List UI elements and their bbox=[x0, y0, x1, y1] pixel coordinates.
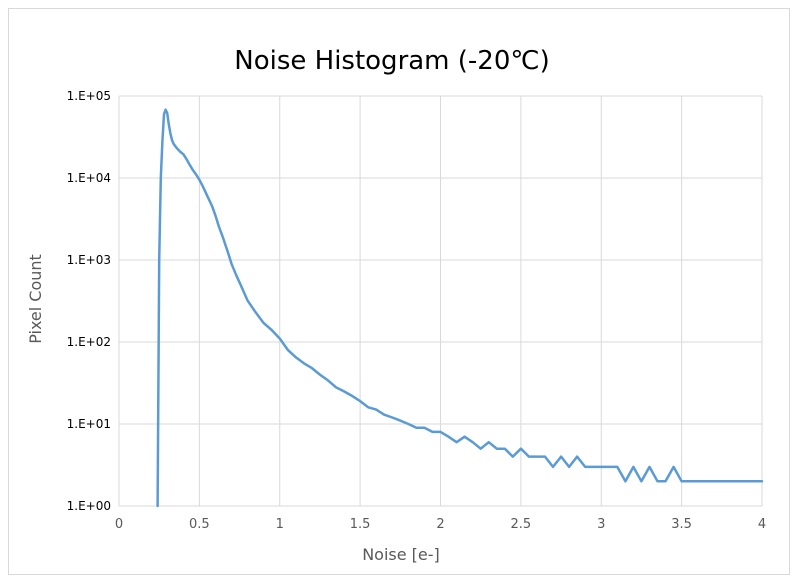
x-tick-label: 2.5 bbox=[511, 517, 532, 532]
y-tick-label: 1.E+03 bbox=[67, 253, 111, 267]
x-tick-label: 1.5 bbox=[350, 517, 371, 532]
y-tick-label: 1.E+01 bbox=[67, 417, 111, 431]
y-tick-label: 1.E+02 bbox=[67, 335, 111, 349]
y-axis-label: Pixel Count bbox=[26, 254, 45, 344]
chart-frame: Noise Histogram (-20℃) 1.E+00 1.E+01 1.E+0… bbox=[8, 8, 790, 575]
x-tick-label: 3.5 bbox=[671, 517, 692, 532]
series-line bbox=[156, 108, 764, 508]
y-tick-label: 1.E+05 bbox=[67, 89, 111, 103]
x-tick-label: 4 bbox=[758, 517, 766, 532]
x-axis-label: Noise [e-] bbox=[362, 545, 440, 564]
x-tick-label: 1 bbox=[276, 517, 284, 532]
y-tick-label: 1.E+00 bbox=[67, 499, 111, 513]
chart-title: Noise Histogram (-20℃) bbox=[234, 46, 549, 76]
x-tick-labels: 0 0.5 1 1.5 2 2.5 3 3.5 4 bbox=[115, 517, 766, 532]
x-tick-label: 3 bbox=[597, 517, 605, 532]
gridlines bbox=[118, 95, 763, 507]
series-layer bbox=[156, 108, 764, 508]
noise-histogram-chart: Noise Histogram (-20℃) 1.E+001.E+011.E+0… bbox=[26, 46, 766, 564]
x-tick-label: 0.5 bbox=[189, 517, 210, 532]
x-tick-label: 0 bbox=[115, 517, 123, 532]
y-tick-label: 1.E+04 bbox=[67, 171, 111, 185]
x-tick-label: 2 bbox=[436, 517, 444, 532]
y-tick-labels: 1.E+00 1.E+01 1.E+02 1.E+03 1.E+04 1.E+05 bbox=[67, 89, 111, 513]
